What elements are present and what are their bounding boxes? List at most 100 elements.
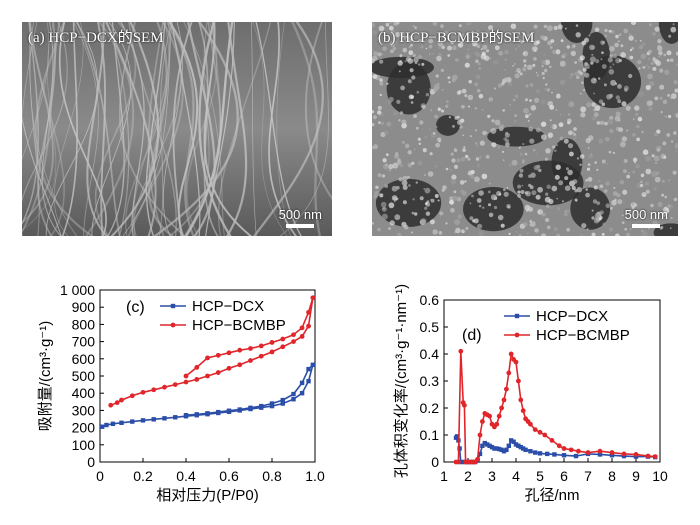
data-point	[248, 346, 253, 351]
y-tick-label: 0.3	[420, 373, 440, 389]
data-point	[205, 355, 210, 361]
data-point	[477, 451, 483, 457]
scale-bar-a-text: 500 nm	[278, 207, 322, 222]
data-point	[501, 397, 507, 403]
x-tick-label: 8	[608, 468, 616, 484]
data-point	[518, 444, 523, 450]
data-point	[258, 343, 264, 349]
data-point	[485, 442, 490, 447]
data-point	[552, 452, 557, 457]
data-point	[226, 365, 232, 371]
scale-bar-b-line	[632, 224, 661, 228]
series-HCP−DCX	[99, 362, 316, 429]
data-point	[299, 325, 305, 331]
data-point	[248, 358, 253, 363]
data-point	[457, 446, 462, 451]
data-point	[504, 447, 509, 453]
data-point	[652, 454, 658, 459]
data-point	[528, 421, 533, 427]
data-point	[237, 362, 243, 368]
data-point	[516, 443, 521, 448]
data-point	[520, 408, 526, 414]
data-point	[280, 344, 286, 350]
data-point	[110, 421, 116, 427]
data-point	[511, 439, 516, 444]
scale-bar-b: 500 nm	[625, 207, 668, 228]
x-axis-label: 相对压力(P/P0)	[156, 487, 259, 504]
scale-bar-a: 500 nm	[279, 207, 322, 228]
data-point	[545, 451, 550, 457]
legend-marker	[514, 313, 520, 319]
data-point	[130, 419, 135, 424]
legend-marker	[170, 322, 176, 328]
data-point	[497, 446, 502, 452]
data-point	[173, 415, 178, 420]
data-point	[151, 417, 156, 422]
x-tick-label: 4	[512, 468, 520, 484]
data-point	[508, 351, 514, 357]
data-point	[533, 450, 538, 455]
data-point	[573, 453, 579, 459]
series-HCP−DCX	[453, 434, 658, 465]
data-point	[487, 413, 492, 419]
x-tick-label: 0	[96, 468, 104, 484]
data-point	[487, 443, 492, 448]
y-tick-label: 0.1	[420, 427, 440, 443]
legend-label: HCP−DCX	[192, 298, 264, 315]
y-tick-label: 500	[72, 368, 96, 384]
data-point	[609, 450, 615, 455]
data-point	[205, 411, 210, 416]
data-point	[528, 449, 533, 454]
x-tick-label: 3	[488, 468, 496, 484]
data-point	[306, 366, 311, 372]
panel-a-label: (a) HCP−DCX的SEM	[28, 30, 164, 46]
legend: HCP−DCX HCP−BCMBP	[504, 308, 630, 344]
data-point	[194, 377, 200, 382]
data-point	[162, 384, 167, 390]
legend-label: HCP−BCMBP	[536, 327, 630, 344]
data-point	[237, 407, 242, 412]
data-point	[494, 421, 500, 427]
y-tick-label: 0.4	[420, 346, 440, 362]
data-point	[482, 440, 487, 446]
data-point	[310, 362, 316, 368]
scale-bar-a-line	[286, 224, 315, 228]
data-point	[521, 446, 526, 451]
data-point	[499, 405, 504, 411]
data-point	[585, 450, 591, 455]
y-axis-label: 孔体积变化率/(cm³·g⁻¹·nm⁻¹)	[393, 284, 410, 478]
data-point	[542, 432, 548, 438]
x-tick-label: 0.4	[176, 468, 196, 484]
data-point	[455, 434, 460, 439]
scale-bar-b-text: 500 nm	[624, 207, 668, 222]
y-axis-label: 吸附量/(cm³·g⁻¹)	[37, 321, 54, 431]
data-point	[237, 347, 243, 353]
data-point	[492, 446, 497, 451]
y-tick-label: 100	[72, 437, 96, 453]
legend: HCP−DCX HCP−BCMBP	[160, 298, 286, 334]
data-point	[475, 456, 480, 462]
data-point	[280, 336, 286, 342]
data-point	[561, 453, 567, 458]
panel-b-label: (b) HCP−BCMBP的SEM	[378, 30, 535, 46]
data-point	[621, 451, 627, 457]
data-point	[205, 373, 210, 379]
data-point	[645, 453, 651, 459]
data-point	[306, 309, 311, 315]
y-tick-label: 0.6	[420, 292, 440, 308]
data-point	[561, 446, 567, 451]
data-point	[299, 391, 305, 396]
data-point	[99, 424, 105, 429]
data-point	[480, 419, 485, 424]
data-point	[226, 350, 232, 356]
data-point	[537, 451, 543, 456]
data-point	[140, 389, 146, 395]
sem-fiber-texture	[22, 22, 332, 236]
data-point	[269, 349, 275, 355]
data-point	[194, 412, 199, 417]
data-point	[151, 387, 157, 393]
legend-label: HCP−BCMBP	[192, 317, 286, 334]
data-point	[518, 397, 524, 403]
legend-marker	[170, 303, 176, 309]
